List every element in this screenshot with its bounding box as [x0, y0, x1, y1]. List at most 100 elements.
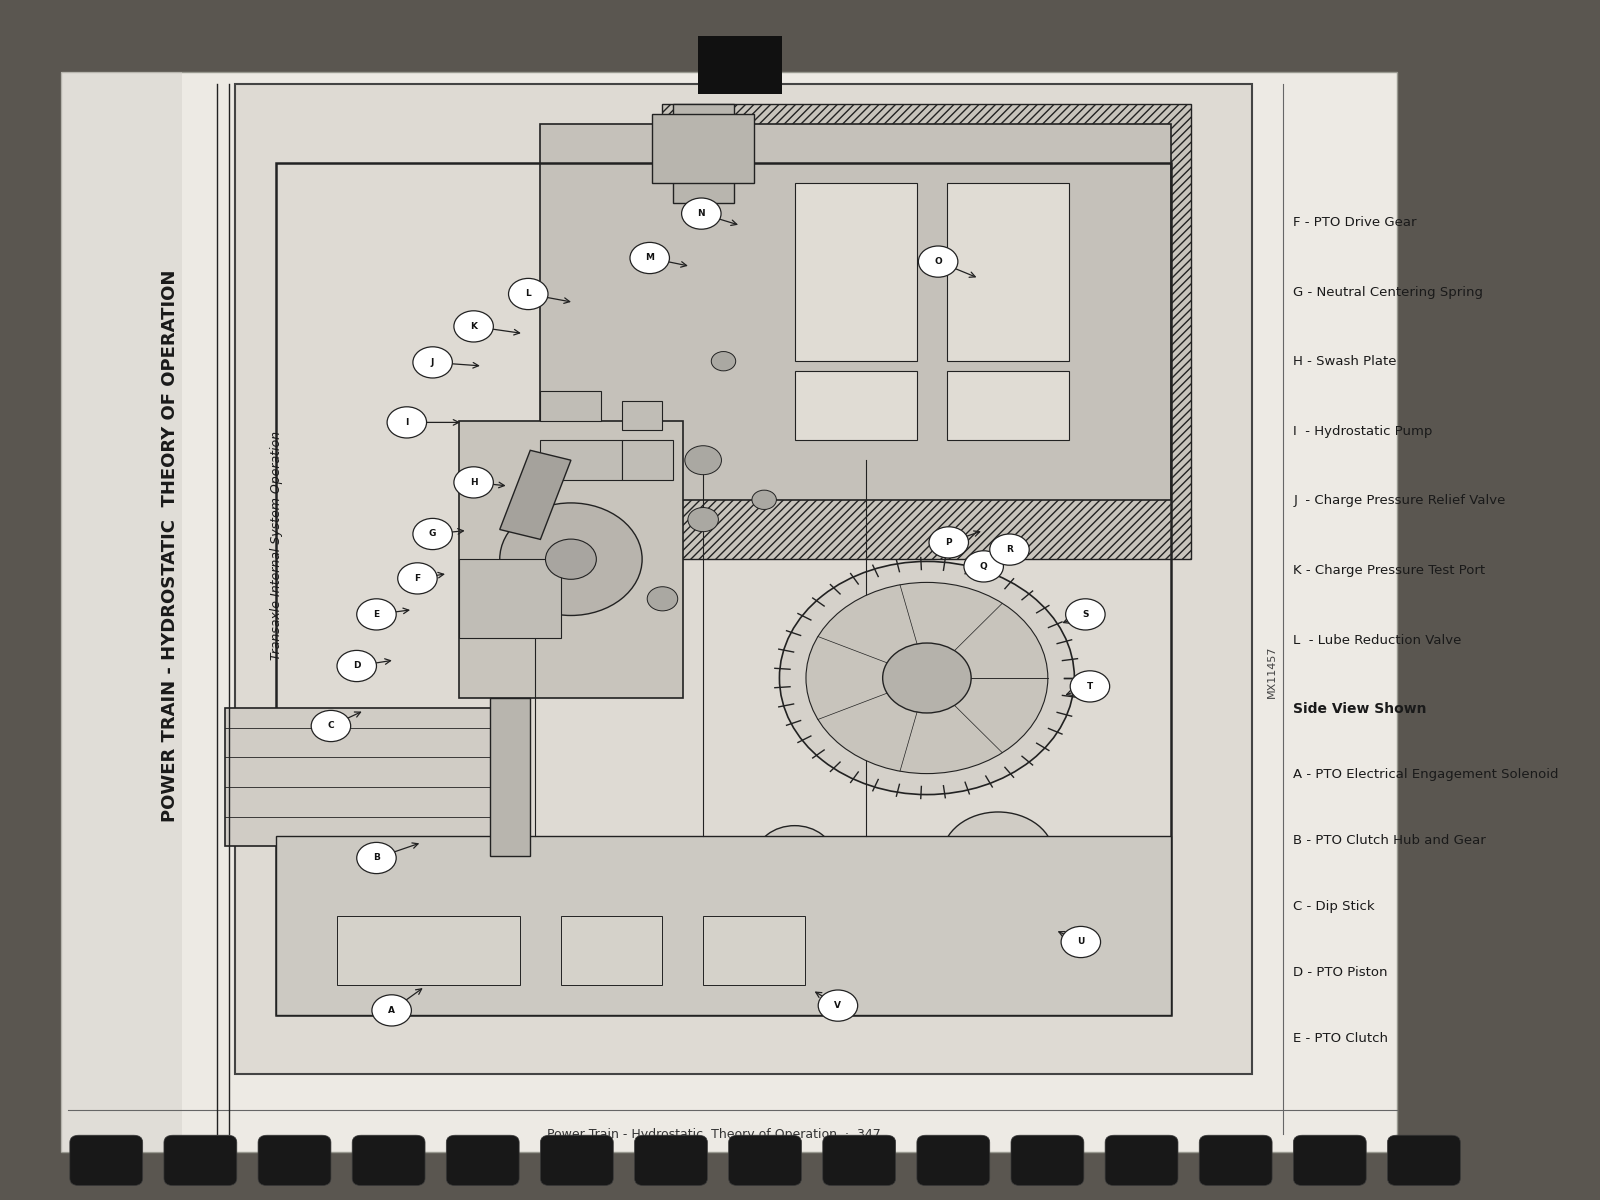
FancyBboxPatch shape [1387, 1135, 1461, 1186]
Text: D: D [354, 661, 360, 671]
Circle shape [963, 551, 1003, 582]
Text: J: J [430, 358, 434, 367]
Bar [235, 84, 1253, 1074]
Bar [560, 916, 662, 985]
FancyBboxPatch shape [635, 1135, 707, 1186]
Text: B: B [373, 853, 379, 863]
Bar [662, 103, 1192, 559]
Text: H: H [470, 478, 477, 487]
Circle shape [454, 311, 493, 342]
Circle shape [682, 198, 722, 229]
Bar [338, 916, 520, 985]
Text: C: C [328, 721, 334, 731]
Text: A - PTO Electrical Engagement Solenoid: A - PTO Electrical Engagement Solenoid [1293, 768, 1558, 781]
Circle shape [942, 812, 1054, 900]
Circle shape [779, 562, 1074, 794]
Bar [541, 391, 602, 420]
Text: E - PTO Clutch: E - PTO Clutch [1293, 1032, 1389, 1045]
FancyBboxPatch shape [446, 1135, 518, 1186]
FancyBboxPatch shape [61, 72, 1397, 1152]
Circle shape [818, 990, 858, 1021]
Text: S: S [1082, 610, 1088, 619]
Circle shape [930, 527, 968, 558]
Text: B - PTO Clutch Hub and Gear: B - PTO Clutch Hub and Gear [1293, 834, 1486, 847]
Circle shape [413, 518, 453, 550]
Circle shape [990, 534, 1029, 565]
Bar [459, 559, 560, 638]
Circle shape [398, 563, 437, 594]
Bar [795, 184, 917, 361]
Polygon shape [499, 450, 571, 539]
FancyBboxPatch shape [1293, 1135, 1366, 1186]
Text: Transaxle Internal System Operation: Transaxle Internal System Operation [270, 432, 283, 660]
Text: K: K [470, 322, 477, 331]
Circle shape [387, 407, 427, 438]
Bar [947, 371, 1069, 440]
Circle shape [454, 467, 493, 498]
Bar [795, 371, 917, 440]
Text: Power Train - Hydrostatic  Theory of Operation  ·  347: Power Train - Hydrostatic Theory of Oper… [547, 1128, 880, 1141]
Text: G: G [429, 529, 437, 539]
Bar [61, 72, 182, 1152]
Bar [541, 440, 622, 480]
Bar [653, 114, 754, 182]
Text: J  - Charge Pressure Relief Valve: J - Charge Pressure Relief Valve [1293, 494, 1506, 508]
Text: U: U [1077, 937, 1085, 947]
FancyBboxPatch shape [258, 1135, 331, 1186]
Text: P: P [946, 538, 952, 547]
Circle shape [918, 246, 958, 277]
FancyBboxPatch shape [163, 1135, 237, 1186]
Text: H - Swash Plate: H - Swash Plate [1293, 355, 1397, 368]
Circle shape [712, 352, 736, 371]
Circle shape [357, 842, 397, 874]
Text: C - Dip Stick: C - Dip Stick [1293, 900, 1374, 913]
Circle shape [1070, 671, 1110, 702]
Circle shape [546, 539, 597, 580]
Circle shape [630, 242, 669, 274]
Circle shape [688, 508, 718, 532]
Text: K - Charge Pressure Test Port: K - Charge Pressure Test Port [1293, 564, 1485, 577]
Text: L  - Lube Reduction Valve: L - Lube Reduction Valve [1293, 634, 1462, 647]
Text: T: T [1086, 682, 1093, 691]
Bar [541, 124, 1171, 499]
Text: POWER TRAIN - HYDROSTATIC  THEORY OF OPERATION: POWER TRAIN - HYDROSTATIC THEORY OF OPER… [162, 270, 179, 822]
Text: Side View Shown: Side View Shown [1293, 702, 1427, 716]
Circle shape [752, 490, 776, 510]
Circle shape [1066, 599, 1106, 630]
Text: E: E [373, 610, 379, 619]
Text: L: L [525, 289, 531, 299]
Circle shape [685, 445, 722, 475]
Circle shape [1061, 926, 1101, 958]
Bar [275, 836, 1171, 1014]
Circle shape [338, 650, 376, 682]
Bar [275, 163, 1171, 1014]
Text: V: V [835, 1001, 842, 1010]
Text: R: R [1006, 545, 1013, 554]
Text: MX11457: MX11457 [1267, 646, 1277, 698]
Circle shape [509, 278, 549, 310]
Text: Q: Q [979, 562, 987, 571]
Bar [698, 36, 782, 94]
Circle shape [371, 995, 411, 1026]
Text: O: O [934, 257, 942, 266]
FancyBboxPatch shape [917, 1135, 990, 1186]
Text: I: I [405, 418, 408, 427]
Bar [459, 420, 683, 697]
Text: G - Neutral Centering Spring: G - Neutral Centering Spring [1293, 286, 1483, 299]
Bar [622, 401, 662, 431]
FancyBboxPatch shape [352, 1135, 426, 1186]
Circle shape [648, 587, 678, 611]
Circle shape [757, 826, 834, 887]
Bar [702, 916, 805, 985]
Text: N: N [698, 209, 706, 218]
FancyBboxPatch shape [1011, 1135, 1083, 1186]
FancyBboxPatch shape [728, 1135, 802, 1186]
Text: F: F [414, 574, 421, 583]
Text: D - PTO Piston: D - PTO Piston [1293, 966, 1387, 979]
Bar [622, 440, 672, 480]
Circle shape [413, 347, 453, 378]
Bar [490, 697, 530, 857]
Text: M: M [645, 253, 654, 263]
Bar [226, 708, 510, 846]
Circle shape [357, 599, 397, 630]
